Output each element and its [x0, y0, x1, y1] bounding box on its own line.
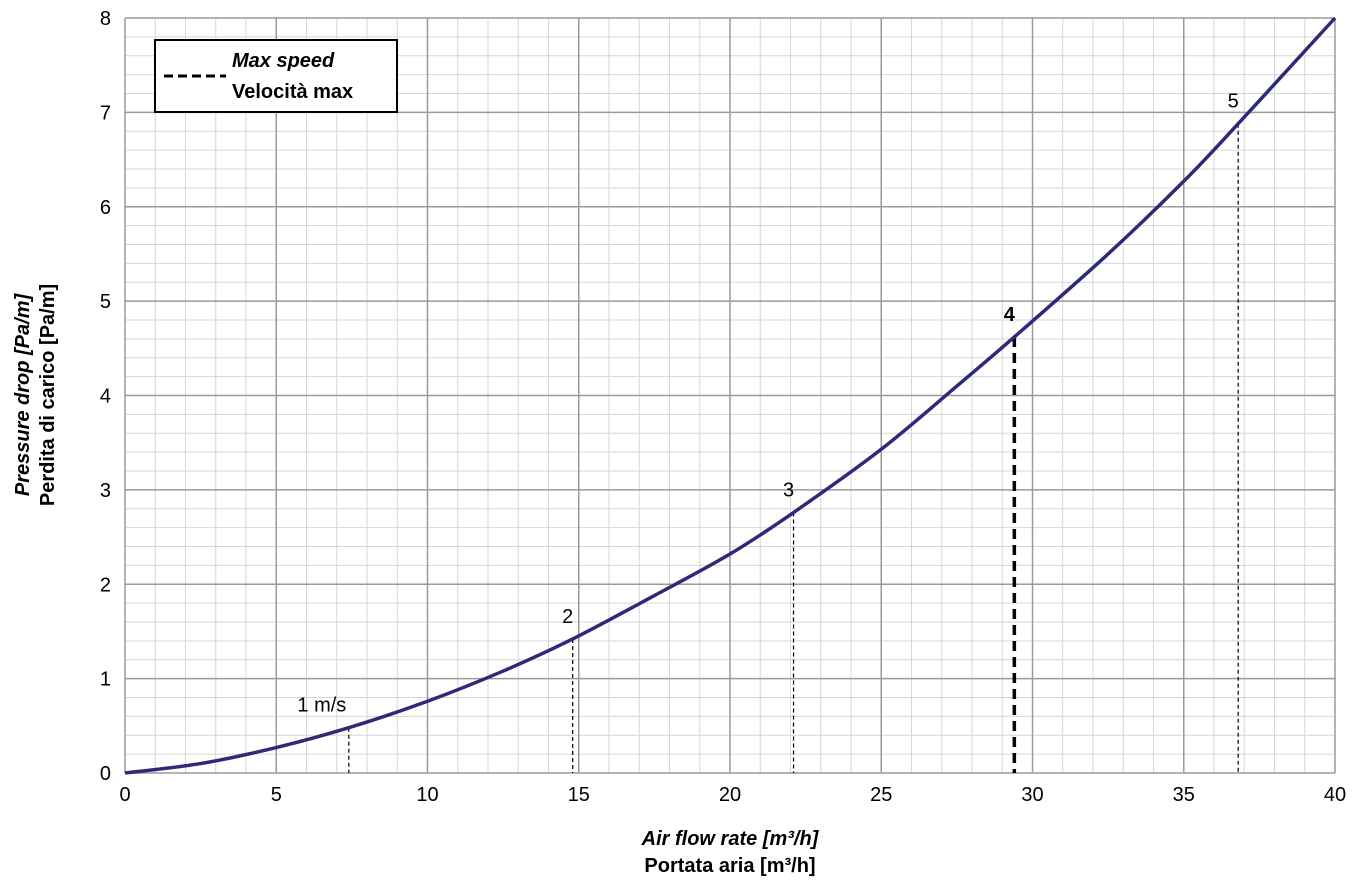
x-tick-label: 10 [416, 784, 438, 806]
y-tick-label: 8 [100, 8, 111, 30]
x-tick-labels: 0 5 10 15 20 25 30 35 40 [119, 784, 1346, 806]
y-tick-label: 0 [100, 763, 111, 785]
x-tick-label: 20 [719, 784, 741, 806]
x-axis-title-it: Portata aria [m³/h] [644, 855, 815, 877]
y-tick-label: 6 [100, 197, 111, 219]
y-axis-title-it: Perdita di carico [Pa/m] [37, 284, 59, 506]
x-tick-label: 25 [870, 784, 892, 806]
x-axis-title-en: Air flow rate [m³/h] [641, 828, 820, 850]
x-tick-label: 40 [1324, 784, 1346, 806]
y-tick-label: 7 [100, 102, 111, 124]
velocity-label: 4 [1004, 304, 1016, 326]
velocity-markers [348, 123, 1239, 773]
y-tick-labels: 0 1 2 3 4 5 6 7 8 [100, 8, 111, 785]
velocity-label: 3 [783, 480, 794, 502]
y-tick-label: 1 [100, 669, 111, 691]
x-tick-label: 35 [1173, 784, 1195, 806]
x-tick-label: 30 [1021, 784, 1043, 806]
velocity-label: 1 m/s [297, 695, 346, 717]
velocity-label: 2 [562, 606, 573, 628]
y-axis-title-en: Pressure drop [Pa/m] [12, 293, 34, 497]
legend-label-it: Velocità max [232, 81, 353, 103]
y-tick-label: 2 [100, 574, 111, 596]
velocity-marker-labels: 1 m/s 2 3 4 5 [297, 91, 1238, 717]
x-tick-label: 15 [568, 784, 590, 806]
legend-label-en: Max speed [232, 50, 335, 72]
y-tick-label: 5 [100, 291, 111, 313]
x-tick-label: 0 [119, 784, 130, 806]
pressure-drop-curve [124, 16, 1337, 775]
y-tick-label: 3 [100, 480, 111, 502]
y-tick-label: 4 [100, 386, 111, 408]
velocity-label: 5 [1228, 91, 1239, 113]
x-tick-label: 5 [271, 784, 282, 806]
legend: Max speed Velocità max [154, 39, 398, 113]
